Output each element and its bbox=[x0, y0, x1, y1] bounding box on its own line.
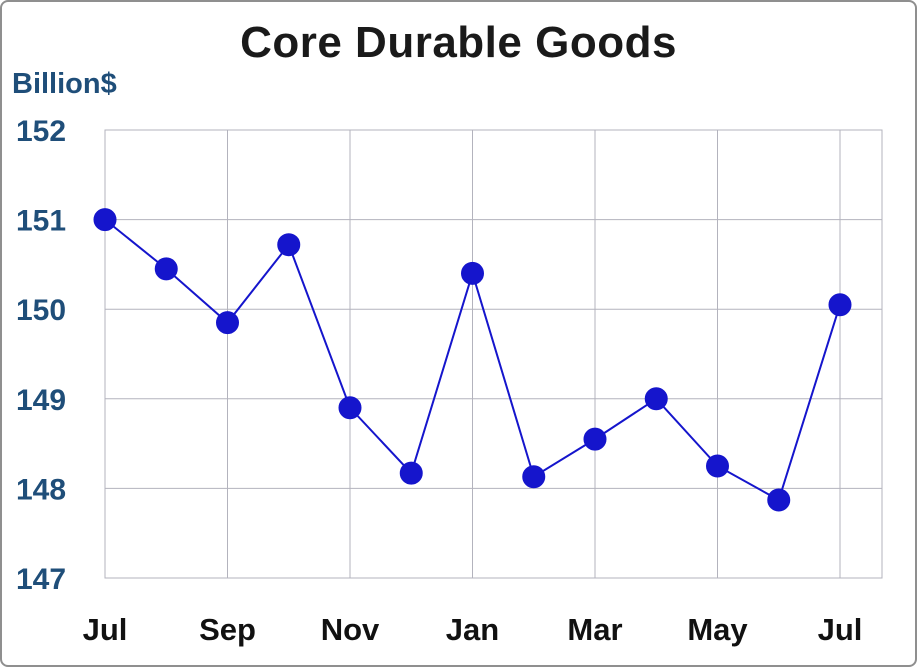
data-point bbox=[154, 257, 178, 281]
chart-title: Core Durable Goods bbox=[240, 18, 677, 67]
x-tick-label: Jul bbox=[83, 612, 128, 647]
x-tick-label: Nov bbox=[321, 612, 380, 647]
y-tick-label: 150 bbox=[16, 294, 66, 327]
y-tick-label: 151 bbox=[16, 205, 66, 238]
y-tick-label: 147 bbox=[16, 563, 66, 596]
data-point bbox=[767, 488, 791, 512]
data-point bbox=[644, 387, 668, 411]
x-tick-label: Jul bbox=[818, 612, 863, 647]
data-point bbox=[399, 461, 423, 485]
data-point bbox=[522, 465, 546, 489]
y-tick-label: 152 bbox=[16, 115, 66, 148]
data-point bbox=[828, 293, 852, 317]
y-tick-label: 149 bbox=[16, 384, 66, 417]
y-axis-title: Billion$ bbox=[12, 68, 117, 100]
data-point bbox=[338, 396, 362, 420]
x-tick-label: Sep bbox=[199, 612, 256, 647]
data-point bbox=[216, 311, 239, 335]
data-point bbox=[583, 427, 607, 451]
x-tick-label: Jan bbox=[446, 612, 499, 647]
plot-border bbox=[104, 129, 883, 579]
data-point bbox=[461, 261, 484, 285]
x-tick-label: Mar bbox=[567, 612, 622, 647]
data-point bbox=[93, 208, 117, 232]
y-tick-label: 148 bbox=[16, 473, 66, 506]
data-point bbox=[706, 454, 729, 478]
x-tick-label: May bbox=[687, 612, 748, 647]
data-point bbox=[277, 233, 301, 257]
